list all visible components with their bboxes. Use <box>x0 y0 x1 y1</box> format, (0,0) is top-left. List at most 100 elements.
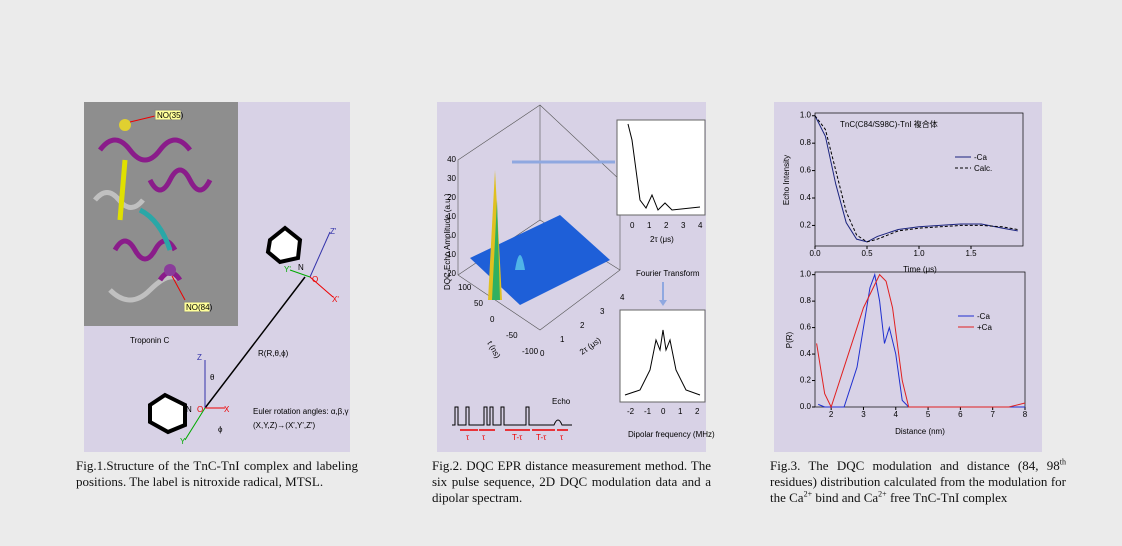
y-tick-label: 0.6 <box>800 166 812 175</box>
axis <box>309 276 334 298</box>
vector <box>204 276 306 409</box>
axis-label: 2τ (μs) <box>650 235 674 244</box>
protein-image <box>84 102 238 326</box>
axis-label: Y' <box>284 265 291 274</box>
line <box>814 115 1018 243</box>
x-tick-label: 5 <box>926 410 931 419</box>
y-tick-label: 0.8 <box>800 296 812 305</box>
axis-label: X' <box>332 295 339 304</box>
atom: O <box>197 405 203 414</box>
y-tick-label: 0.2 <box>800 376 812 385</box>
ring <box>148 392 187 435</box>
caption-text: bind and Ca <box>812 490 879 505</box>
tick-label: 1 <box>647 221 652 230</box>
legend-label: Calc. <box>974 164 992 173</box>
y-tick-label: 0.8 <box>800 138 812 147</box>
x-tick-label: 7 <box>990 410 995 419</box>
label: Echo <box>552 397 571 406</box>
protein-ribbons <box>93 137 213 303</box>
x-tick-label: 1.5 <box>965 249 977 258</box>
label: τ <box>482 433 486 442</box>
tick-label: 10 <box>447 212 456 221</box>
tick-label: -10 <box>444 250 456 259</box>
x-tick-label: 3 <box>861 410 866 419</box>
tick-label: 100 <box>458 283 472 292</box>
angle: ϕ <box>218 425 223 434</box>
spectrum <box>624 329 701 396</box>
tick-label: 0 <box>540 349 545 358</box>
tick-label: 0 <box>490 315 495 324</box>
y-tick-label: 0.4 <box>800 349 812 358</box>
atom: N <box>298 263 304 272</box>
arrow <box>659 300 667 306</box>
tick-label: 20 <box>447 193 456 202</box>
axis-label: Z' <box>330 227 337 236</box>
caption-text: Fig.3. The DQC modulation and distance (… <box>770 458 1060 473</box>
y-tick-label: 0.6 <box>800 323 812 332</box>
label: τ <box>560 433 564 442</box>
caption: Fig.2. DQC EPR distance measurement meth… <box>432 458 711 505</box>
y-tick-label: 0.2 <box>800 220 812 229</box>
tick-label: -1 <box>644 407 652 416</box>
tick-label: 2 <box>664 221 669 230</box>
x-tick-label: 0.5 <box>861 249 873 258</box>
axis-label: Dipolar frequency (MHz) <box>628 430 715 439</box>
axis-label: DQC Echo Amplitude (a.u.) <box>443 193 452 290</box>
line <box>816 273 1026 409</box>
legend-label: -Ca <box>977 312 990 321</box>
legend-label: +Ca <box>977 323 992 332</box>
y-tick-label: 0.0 <box>800 402 812 411</box>
inset <box>616 119 706 216</box>
label: T-τ <box>536 433 547 442</box>
legend-label: -Ca <box>974 153 987 162</box>
pulse-sequence <box>452 406 572 426</box>
inset-curve <box>627 123 701 211</box>
surface-peak <box>492 200 500 300</box>
y-axis-label: P(R) <box>785 331 794 348</box>
label: (X,Y,Z)→(X',Y',Z') <box>253 421 316 430</box>
tick-label: 4 <box>620 293 625 302</box>
superscript: 2+ <box>803 489 813 499</box>
axis <box>289 269 311 278</box>
tick-label: -2 <box>627 407 635 416</box>
label-box <box>183 301 211 313</box>
chart-title: TnC(C84/S98C)-TnI 複合体 <box>840 119 938 129</box>
x-tick-label: 6 <box>958 410 963 419</box>
label-atom <box>164 264 176 276</box>
tick-label: 0 <box>630 221 635 230</box>
tick-label: -100 <box>522 347 539 356</box>
angle: θ <box>210 373 215 382</box>
axis-label: Z <box>197 353 202 362</box>
caption-text: free TnC-TnI complex <box>886 490 1008 505</box>
tick-label: 1 <box>678 407 683 416</box>
axis-label: X <box>224 405 230 414</box>
pointer <box>171 275 186 301</box>
tick-label: 1 <box>560 335 565 344</box>
tick-label: 0 <box>452 231 457 240</box>
label: Troponin C <box>130 336 170 345</box>
tick-label: 40 <box>447 155 456 164</box>
y-tick-label: 1.0 <box>800 111 812 120</box>
tick-label: 3 <box>600 307 605 316</box>
caption: Fig.3. The DQC modulation and distance (… <box>770 458 1066 506</box>
label-atom <box>119 119 131 131</box>
y-tick-label: 1.0 <box>800 270 812 279</box>
x-tick-label: 0.0 <box>809 249 821 258</box>
caption-text: residues) distribution calculated from t… <box>770 474 1066 505</box>
x-tick-label: 1.0 <box>913 249 925 258</box>
x-tick-label: 4 <box>894 410 899 419</box>
tick-label: 50 <box>474 299 483 308</box>
label: R(R,θ,ϕ) <box>258 349 289 358</box>
x-tick-label: 2 <box>829 410 834 419</box>
atom: N <box>186 405 192 414</box>
tick-label: 3 <box>681 221 686 230</box>
surface <box>470 215 610 305</box>
y-axis-label: Echo Intensity <box>782 155 791 205</box>
tick-label: 30 <box>447 174 456 183</box>
label: τ <box>466 433 470 442</box>
tick-label: 4 <box>698 221 703 230</box>
label-box <box>154 109 182 121</box>
inset <box>619 309 706 403</box>
